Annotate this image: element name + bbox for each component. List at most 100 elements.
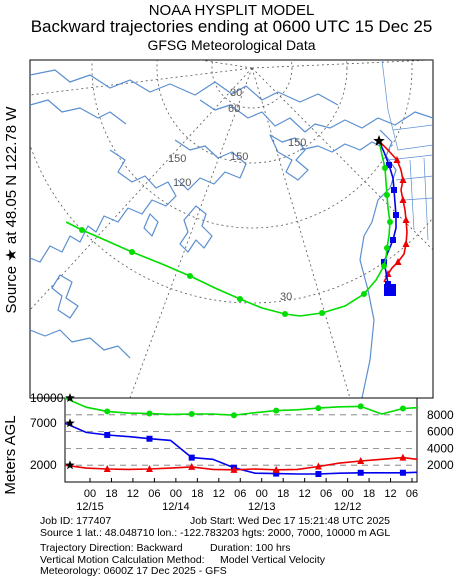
trajectory-marker-10000 bbox=[237, 296, 243, 302]
vertical-method-value: Model Vertical Velocity bbox=[220, 554, 326, 566]
trajectory-marker-2000 bbox=[402, 216, 410, 223]
trajectory-marker-7000 bbox=[381, 259, 387, 265]
trajectory-marker-7000 bbox=[390, 237, 396, 243]
x-tick-hour-label: 12 bbox=[127, 488, 139, 500]
source-markers: 10000 7000 2000 bbox=[30, 391, 75, 472]
job-start: Job Start: Wed Dec 17 15:21:48 UTC 2025 bbox=[190, 515, 391, 527]
height-marker-2000 bbox=[145, 464, 153, 472]
korea bbox=[143, 213, 159, 237]
x-tick-hour-label: 18 bbox=[191, 488, 203, 500]
x-tick-hour-label: 06 bbox=[320, 488, 332, 500]
trajectory-marker-7000 bbox=[393, 212, 399, 218]
trajectory-marker-10000 bbox=[384, 245, 390, 251]
latitude-circle-2 bbox=[156, 60, 348, 164]
map-content: 30 60 150 120 150 150 30 bbox=[30, 60, 433, 398]
china-coast bbox=[30, 207, 129, 263]
state-line-4 bbox=[423, 157, 429, 241]
coast-arctic-asia bbox=[30, 69, 339, 106]
aleutian-chain bbox=[299, 141, 381, 153]
source-info: Source 1 lat.: 48.048710 lon.: -122.7832… bbox=[40, 527, 391, 539]
graticule-label: 30 bbox=[230, 87, 242, 99]
trajectory-marker-10000 bbox=[79, 227, 85, 233]
height-marker-10000 bbox=[315, 405, 322, 412]
trajectory-marker-10000 bbox=[387, 219, 393, 225]
coast-arctic-islands bbox=[30, 99, 127, 125]
graticule-label: 30 bbox=[280, 291, 292, 303]
x-tick-hour-label: 18 bbox=[105, 488, 117, 500]
height-line-10000 bbox=[64, 397, 418, 417]
x-tick-date-label: 12/14 bbox=[162, 501, 190, 513]
height-marker-2000 bbox=[314, 462, 322, 470]
x-tick-hour-label: 06 bbox=[148, 488, 160, 500]
x-tick-date-label: 12/12 bbox=[334, 501, 362, 513]
state-line-2 bbox=[403, 197, 433, 201]
coastlines bbox=[30, 69, 433, 398]
meridian-3 bbox=[251, 67, 351, 398]
x-tick-date-label: 12/15 bbox=[76, 501, 104, 513]
y-tick-label-right: 2000 bbox=[427, 458, 454, 472]
x-tick-date-label: 12/13 bbox=[248, 501, 276, 513]
height-marker-2000 bbox=[399, 453, 407, 461]
height-marker-10000 bbox=[104, 408, 111, 415]
trajectory-marker-7000 bbox=[386, 162, 392, 168]
start-height-label: 2000 bbox=[30, 458, 57, 472]
height-marker-10000 bbox=[230, 412, 237, 419]
trajectory-end-cluster-7000 bbox=[384, 284, 396, 296]
graticule-label: 150 bbox=[168, 153, 186, 165]
height-marker-7000 bbox=[146, 435, 153, 442]
map-panel: 30 60 150 120 150 150 30 bbox=[29, 59, 434, 399]
trajectory-marker-10000 bbox=[384, 192, 390, 198]
height-series bbox=[64, 397, 418, 478]
trajectory-marker-2000 bbox=[399, 196, 407, 203]
height-marker-10000 bbox=[188, 410, 195, 417]
west-coast-us bbox=[359, 235, 375, 398]
height-marker-7000 bbox=[104, 431, 111, 438]
latitude-circle-3 bbox=[91, 60, 413, 229]
height-marker-2000 bbox=[188, 462, 196, 470]
vertical-method-label: Vertical Motion Calculation Method: bbox=[40, 554, 205, 566]
meridian-6 bbox=[30, 67, 253, 96]
kamchatka bbox=[269, 134, 309, 181]
height-marker-7000 bbox=[399, 469, 406, 476]
height-line-7000 bbox=[64, 422, 418, 475]
job-id: Job ID: 177407 bbox=[40, 515, 112, 527]
duration: Duration: 100 hrs bbox=[210, 542, 291, 554]
coast-chukotka bbox=[199, 99, 306, 133]
height-marker-2000 bbox=[103, 464, 111, 472]
height-marker-7000 bbox=[357, 469, 364, 476]
latitude-circle-1 bbox=[211, 60, 293, 109]
coast-south bbox=[30, 329, 131, 359]
height-axis-ticks: 00 18 12 06 00 18 12 06 00 18 12 06 00 18 12 06 12/15 12/… bbox=[76, 478, 418, 513]
height-marker-10000 bbox=[399, 405, 406, 412]
height-marker-10000 bbox=[357, 403, 364, 410]
graticule-label: 120 bbox=[173, 177, 191, 189]
graticule-label: 60 bbox=[228, 103, 240, 115]
height-marker-10000 bbox=[273, 407, 280, 414]
height-marker-2000 bbox=[357, 457, 365, 464]
height-marker-7000 bbox=[273, 470, 280, 477]
meridian-2 bbox=[129, 67, 253, 398]
x-tick-hour-label: 00 bbox=[84, 488, 96, 500]
height-marker-10000 bbox=[146, 410, 153, 417]
trajectory-marker-7000 bbox=[391, 187, 397, 193]
map-graticule-labels: 30 60 150 120 150 150 30 bbox=[168, 87, 306, 303]
boundary-canada-2 bbox=[392, 124, 433, 131]
trajectory-marker-10000 bbox=[129, 249, 135, 255]
x-tick-hour-label: 00 bbox=[341, 488, 353, 500]
x-tick-hour-label: 12 bbox=[299, 488, 311, 500]
height-gridlines: 8000 6000 4000 2000 bbox=[65, 408, 454, 472]
start-height-label: 7000 bbox=[30, 416, 57, 430]
y-tick-label-right: 4000 bbox=[427, 441, 454, 455]
x-tick-hour-label: 12 bbox=[213, 488, 225, 500]
source-star-map bbox=[373, 135, 385, 146]
japan-islands bbox=[179, 205, 213, 253]
graticule-label: 150 bbox=[288, 137, 306, 149]
height-marker-7000 bbox=[188, 454, 195, 461]
trajectory-paths bbox=[65, 135, 410, 317]
y-tick-label-right: 6000 bbox=[427, 425, 454, 439]
trajectory-marker-2000 bbox=[402, 240, 410, 247]
source-star-height bbox=[65, 418, 75, 428]
chart-title-line1: NOAA HYSPLIT MODEL bbox=[148, 2, 315, 19]
trajectory-direction: Trajectory Direction: Backward bbox=[40, 542, 183, 554]
x-tick-hour-label: 00 bbox=[256, 488, 268, 500]
